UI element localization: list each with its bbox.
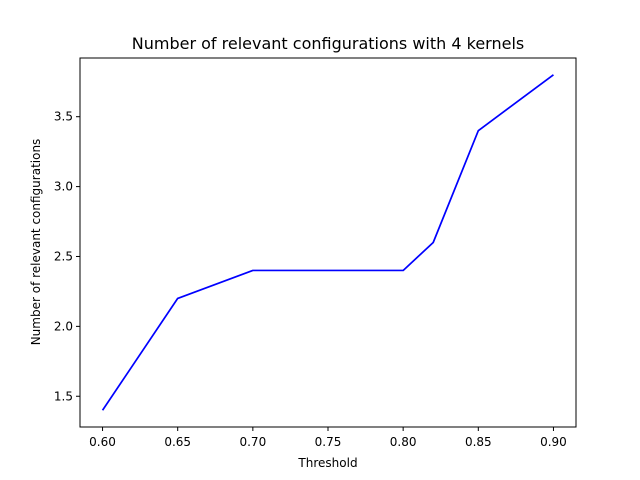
x-tick-label: 0.90 — [540, 435, 567, 449]
x-tick-label: 0.75 — [315, 435, 342, 449]
x-axis-label: Threshold — [297, 456, 357, 470]
series-line — [101, 74, 554, 411]
x-tick-label: 0.70 — [239, 435, 266, 449]
x-tick-label: 0.60 — [89, 435, 116, 449]
y-tick-label: 3.5 — [54, 110, 73, 124]
y-tick-label: 2.5 — [54, 249, 73, 263]
x-tick-label: 0.65 — [164, 435, 191, 449]
plot-frame — [79, 57, 577, 428]
y-tick-label: 1.5 — [54, 389, 73, 403]
y-tick-label: 3.0 — [54, 180, 73, 194]
x-tick-label: 0.85 — [465, 435, 492, 449]
series-layer — [101, 74, 554, 411]
ticks-layer: 0.60 0.65 0.70 0.75 0.80 0.85 0.90 1.5 2.0 2.5 3.0… — [54, 110, 567, 449]
y-axis-label: Number of relevant configurations — [29, 139, 43, 346]
x-tick-label: 0.80 — [390, 435, 417, 449]
y-tick-label: 2.0 — [54, 319, 73, 333]
chart-title: Number of relevant configurations with 4… — [132, 34, 524, 53]
